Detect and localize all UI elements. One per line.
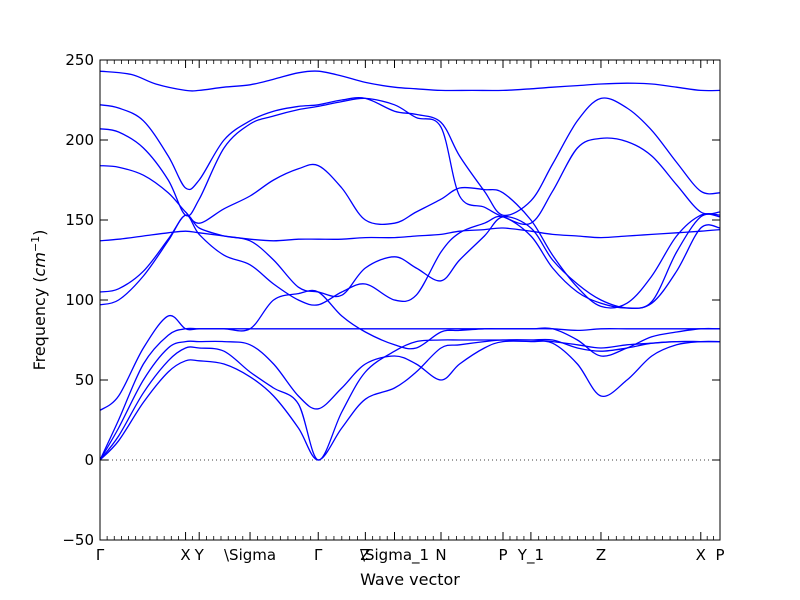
- y-tick-label: 0: [84, 451, 94, 469]
- y-axis-label-exp: −1: [29, 236, 42, 252]
- x-axis-label: Wave vector: [360, 570, 460, 589]
- phonon-band-2: [99, 97, 721, 217]
- phonon-band-10: [99, 340, 721, 461]
- x-tick-label-8: N: [435, 546, 446, 564]
- y-tick-label: 250: [65, 51, 94, 69]
- phonon-band-6: [99, 214, 721, 309]
- x-tick-label-3: Y: [194, 546, 205, 564]
- y-tick-label: −50: [62, 531, 94, 549]
- y-tick-label: 200: [65, 131, 94, 149]
- x-tick-label-6: Z: [360, 546, 370, 564]
- phonon-band-1: [99, 70, 721, 92]
- plot-area: [99, 70, 721, 461]
- x-tick-label-10: Y_1: [517, 546, 544, 565]
- x-tick-label-9: P: [498, 546, 507, 564]
- x-tick-label-11: Z: [596, 546, 606, 564]
- phonon-band-11: [99, 338, 720, 461]
- y-axis-label-suffix: ): [30, 230, 49, 236]
- phonon-band-3: [99, 97, 721, 226]
- phonon-band-9: [99, 327, 721, 461]
- x-tick-label-7: \Sigma_1: [360, 546, 429, 565]
- plot-frame: [99, 59, 721, 541]
- y-axis-label: Frequency (cm−1): [29, 230, 49, 371]
- phonon-band-8: [99, 289, 721, 411]
- x-tick-label-12: X: [696, 546, 706, 564]
- phonon-band-5: [99, 227, 721, 242]
- y-axis-label-unit: cm: [30, 252, 49, 276]
- y-tick-label: 150: [65, 211, 94, 229]
- x-tick-label-13: P: [715, 546, 724, 564]
- x-tick-label-2: X: [180, 546, 190, 564]
- y-axis-label-prefix: Frequency (: [30, 276, 49, 370]
- phonon-band-7: [99, 213, 721, 309]
- y-axis-ticks: −50 0 50 100 150 200 250: [62, 51, 720, 549]
- x-tick-label-5: Γ: [314, 546, 323, 564]
- x-tick-label-1: Γ: [96, 546, 105, 564]
- x-tick-label-4: \Sigma: [224, 546, 276, 564]
- y-tick-label: 50: [75, 371, 94, 389]
- phonon-band-12: [99, 339, 720, 461]
- y-tick-label: 100: [65, 291, 94, 309]
- x-axis-ticks: Γ X Y \Sigma Γ Z\Sigma_1 N P Y_1 Z X P: [96, 60, 725, 565]
